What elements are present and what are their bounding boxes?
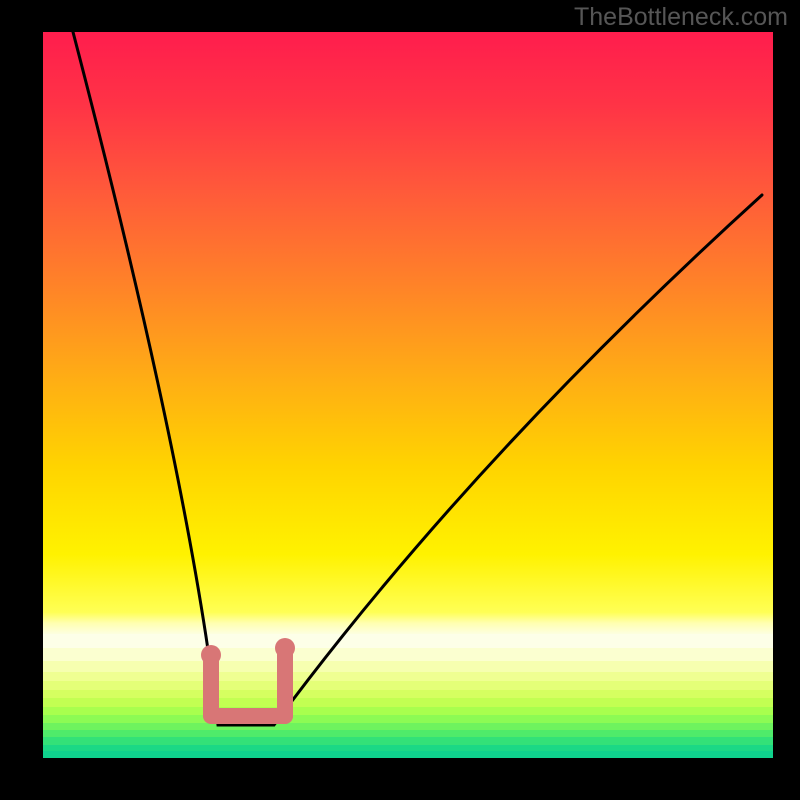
watermark-text: TheBottleneck.com — [574, 3, 788, 32]
bottleneck-curve — [0, 0, 800, 800]
chart-container: TheBottleneck.com — [0, 0, 800, 800]
curve-path — [73, 32, 762, 725]
